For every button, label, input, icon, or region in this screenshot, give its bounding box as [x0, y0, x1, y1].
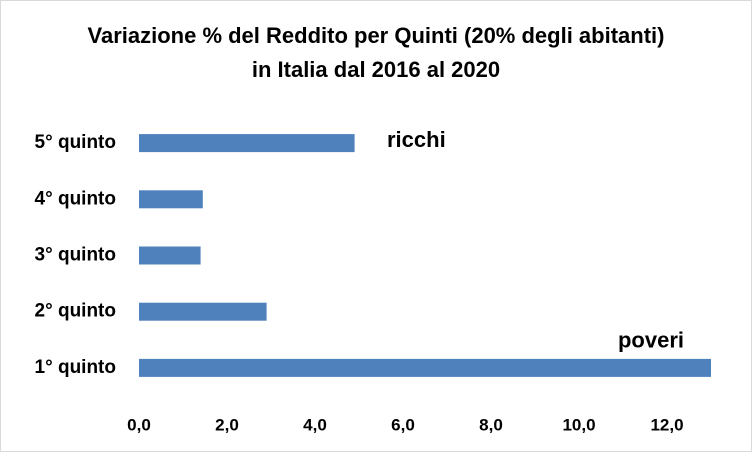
x-tick-label: 10,0 — [562, 415, 595, 434]
bar — [139, 246, 201, 265]
bar — [139, 134, 355, 153]
y-tick-label: 2° quinto — [35, 301, 116, 322]
x-tick-label: 8,0 — [479, 415, 503, 434]
annotation: ricchi — [387, 127, 446, 152]
x-tick-label: 0,0 — [127, 415, 151, 434]
x-tick-label: 4,0 — [303, 415, 327, 434]
bar — [139, 302, 267, 321]
bar — [139, 190, 203, 209]
y-tick-label: 1° quinto — [35, 357, 116, 378]
annotation: poveri — [618, 328, 684, 353]
x-tick-label: 2,0 — [215, 415, 239, 434]
y-tick-label: 4° quinto — [35, 188, 116, 209]
y-tick-label: 3° quinto — [35, 245, 116, 266]
x-tick-label: 6,0 — [391, 415, 415, 434]
y-tick-label: 5° quinto — [35, 132, 116, 153]
x-tick-label: 12,0 — [650, 415, 683, 434]
chart-title: Variazione % del Reddito per Quinti (20%… — [87, 23, 665, 82]
bar — [139, 358, 711, 377]
